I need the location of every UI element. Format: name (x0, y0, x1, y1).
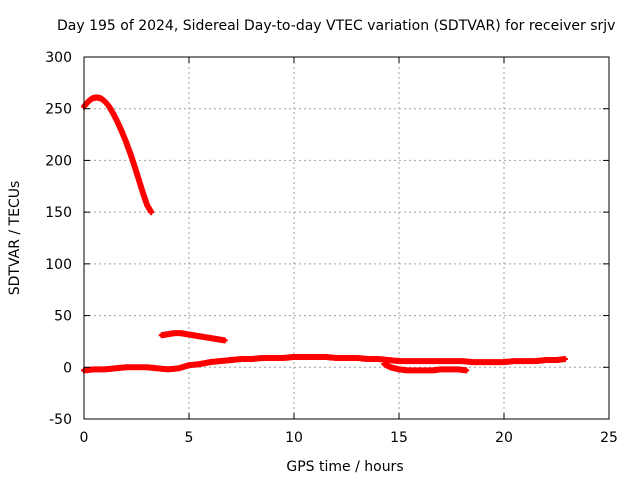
y-tick-label: 200 (45, 153, 72, 169)
series-line (159, 331, 227, 343)
y-tick-label: 150 (45, 205, 72, 221)
x-tick-label: 10 (285, 430, 303, 446)
x-tick-label: 20 (495, 430, 513, 446)
x-axis: 0 5 10 15 20 25 (80, 57, 618, 446)
data-points (81, 94, 568, 374)
x-tick-label: 15 (390, 430, 408, 446)
y-axis-label: SDTVAR / TECUs (7, 181, 23, 296)
x-tick-label: 5 (185, 430, 194, 446)
chart-title: Day 195 of 2024, Sidereal Day-to-day VTE… (57, 18, 615, 34)
y-tick-label: 50 (54, 309, 72, 325)
y-axis: -50 0 50 100 150 200 250 300 (45, 50, 609, 428)
grid (84, 57, 609, 419)
x-tick-label: 25 (600, 430, 618, 446)
y-tick-label: 250 (45, 102, 72, 118)
y-tick-label: 300 (45, 50, 72, 66)
series-line (82, 95, 154, 215)
x-tick-label: 0 (80, 430, 89, 446)
series-line (82, 354, 567, 373)
y-tick-label: -50 (49, 412, 72, 428)
y-tick-label: 0 (63, 360, 72, 376)
plot-border (83, 56, 610, 420)
series-line (382, 362, 469, 373)
x-axis-label: GPS time / hours (286, 459, 403, 475)
y-tick-label: 100 (45, 257, 72, 273)
